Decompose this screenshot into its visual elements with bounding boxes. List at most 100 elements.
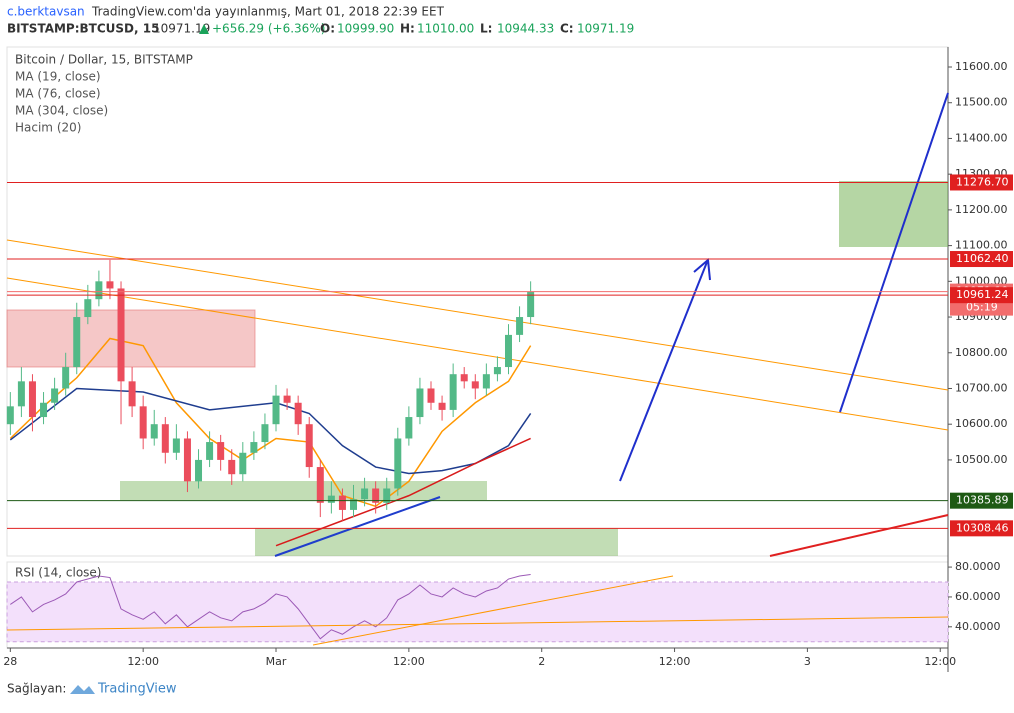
y-tick-label: 11100.00 — [955, 239, 1008, 252]
y-tick-label: 10600.00 — [955, 417, 1008, 430]
ohlc-label: L: — [480, 22, 492, 36]
y-tick-label: 40.0000 — [955, 620, 1001, 633]
candle-body — [438, 402, 446, 410]
candle-body — [493, 367, 501, 375]
ohlc-label: O: — [320, 22, 335, 36]
ohlc-value: 11010.00 — [417, 22, 474, 36]
candle-body — [416, 388, 424, 418]
candle-body — [95, 281, 103, 300]
rsi-chart: RSI (14, close) — [6, 566, 949, 646]
candle-body — [250, 442, 258, 453]
candle-body — [62, 367, 70, 389]
ohlc-label: C: — [560, 22, 574, 36]
trend-line — [6, 616, 949, 631]
rsi-line — [10, 574, 531, 640]
candle-body — [73, 317, 81, 368]
candle-body — [283, 395, 291, 403]
candle-body — [504, 334, 512, 368]
indicator-label: MA (76, close) — [15, 87, 101, 101]
candle-body — [471, 381, 479, 389]
moving-average — [275, 437, 531, 547]
price-level-label: 10961.24 — [956, 288, 1009, 301]
trend-line — [274, 496, 441, 557]
x-tick-label: 12:00 — [659, 655, 691, 668]
candle-body — [527, 291, 535, 318]
candle-body — [394, 438, 402, 489]
footer-label: Sağlayan: — [7, 682, 66, 696]
candle-body — [228, 459, 236, 475]
candle-body — [117, 288, 125, 382]
rsi-band — [6, 581, 949, 643]
candle-body — [405, 417, 413, 439]
x-tick-label: 3 — [804, 655, 811, 668]
legend: Bitcoin / Dollar, 15, BITSTAMP MA (19, cl… — [15, 53, 193, 135]
candle-body — [217, 442, 225, 460]
y-tick-label: 11200.00 — [955, 203, 1008, 216]
main-chart — [6, 92, 949, 557]
moving-average — [9, 337, 532, 508]
zone — [255, 528, 618, 556]
published: TradingView.com'da yayınlanmış, Mart 01,… — [91, 5, 445, 19]
price-level-tag — [950, 287, 1013, 304]
target-zone — [839, 181, 948, 247]
symbol: BITSTAMP:BTCUSD, 15 — [7, 22, 159, 36]
y-tick-label: 10800.00 — [955, 346, 1008, 359]
candle-body — [128, 381, 136, 407]
candle-body — [206, 442, 214, 460]
ohlc-value: 10999.90 — [337, 22, 394, 36]
candle-body — [261, 424, 269, 443]
candle-body — [516, 317, 524, 335]
x-tick-label: 12:00 — [924, 655, 956, 668]
x-tick-label: 2 — [538, 655, 545, 668]
arrow-head — [693, 257, 711, 281]
candle-body — [106, 281, 114, 289]
price-level-tag — [950, 492, 1013, 509]
candle-body — [338, 495, 346, 510]
price-level-tag — [950, 174, 1013, 191]
x-tick-label: 28 — [3, 655, 17, 668]
candle-body — [460, 374, 468, 382]
candle-body — [17, 381, 25, 407]
candle-body — [449, 374, 457, 410]
y-tick-label: 60.0000 — [955, 590, 1001, 603]
candle-body — [6, 406, 14, 425]
candle-body — [316, 467, 324, 503]
ohlc-value: 10971.19 — [577, 22, 634, 36]
ohlc: O: 10999.90 H: 11010.00 L: 10944.33 C: 10971.19 — [320, 22, 634, 36]
candle-body — [40, 402, 48, 418]
candle-body — [183, 438, 191, 482]
candle-body — [294, 402, 302, 425]
candle-body — [372, 488, 380, 503]
trend-line — [769, 514, 949, 557]
price-level-label: 10308.46 — [956, 521, 1009, 534]
candle-body — [161, 424, 169, 453]
author[interactable]: c.berktavsan — [7, 5, 85, 19]
indicator-label: MA (304, close) — [15, 104, 108, 118]
change: +656.29 (+6.36%) — [212, 22, 325, 36]
indicator-label: MA (19, close) — [15, 70, 101, 84]
main-pane — [6, 46, 949, 557]
trend-line — [6, 239, 949, 391]
candle-body — [361, 488, 369, 500]
candle-body — [482, 374, 490, 389]
tradingview-logo — [70, 685, 95, 694]
trend-line — [6, 277, 949, 431]
indicator-label: Hacim (20) — [15, 121, 81, 135]
price-level-label: 10385.89 — [956, 494, 1009, 507]
ohlc-label: H: — [400, 22, 415, 36]
rsi-title: RSI (14, close) — [15, 566, 101, 580]
candle-body — [84, 299, 92, 318]
y-tick-label: 10500.00 — [955, 453, 1008, 466]
candle-body — [427, 388, 435, 403]
brand[interactable]: TradingView — [97, 682, 177, 697]
y-tick-label: 10700.00 — [955, 381, 1008, 394]
candle-body — [51, 388, 59, 403]
candle-body — [239, 452, 247, 475]
candle-body — [272, 395, 280, 425]
price-level-tag — [950, 251, 1013, 268]
candle-body — [172, 438, 180, 453]
candle-body — [195, 459, 203, 482]
y-tick-label: 80.0000 — [955, 560, 1001, 573]
price-level-label: 11276.70 — [956, 175, 1009, 188]
